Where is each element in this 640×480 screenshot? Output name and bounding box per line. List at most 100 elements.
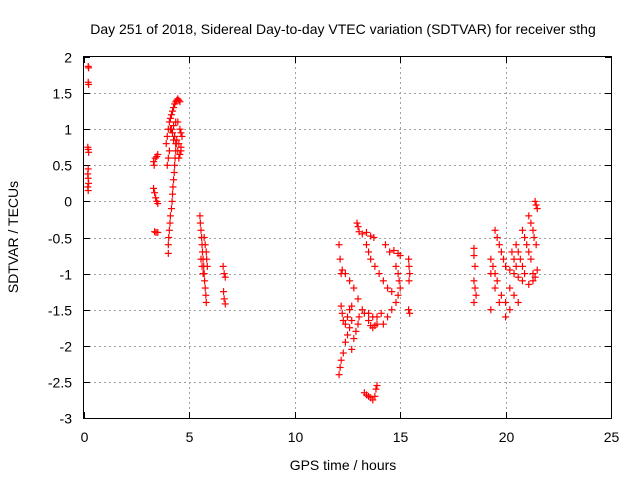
data-point	[170, 104, 178, 112]
data-point	[335, 371, 343, 379]
data-point	[220, 270, 228, 278]
data-point	[341, 270, 349, 278]
x-tick-label: 10	[288, 429, 304, 445]
data-point	[384, 313, 392, 321]
data-point	[502, 313, 510, 321]
data-point	[170, 122, 178, 130]
data-point	[405, 306, 413, 314]
data-point	[170, 169, 178, 177]
data-point	[379, 277, 387, 285]
data-point	[175, 154, 183, 162]
data-point	[388, 306, 396, 314]
data-point	[199, 270, 207, 278]
data-point	[531, 273, 539, 281]
data-point	[163, 161, 171, 169]
data-point	[375, 270, 383, 278]
data-point	[201, 277, 209, 285]
data-point	[533, 266, 541, 274]
data-point	[521, 234, 529, 241]
data-point	[405, 255, 413, 263]
data-point	[489, 262, 497, 270]
axis-ticks: 0 5 10 15 20 25 2 1.5 1 0.5 0 -0.5 -1 -1.5 -2 -2.5 -3	[48, 50, 620, 446]
data-point	[348, 317, 356, 325]
data-point	[523, 241, 531, 249]
chart-title: Day 251 of 2018, Sidereal Day-to-day VTE…	[90, 21, 596, 37]
data-point	[406, 270, 414, 278]
data-point	[405, 277, 413, 285]
data-point	[174, 147, 182, 155]
data-point	[506, 284, 514, 292]
data-point	[406, 309, 414, 317]
data-point	[84, 187, 92, 195]
data-point	[384, 284, 392, 292]
data-point	[512, 262, 520, 270]
data-point	[341, 320, 349, 328]
data-point	[396, 284, 404, 292]
data-point	[178, 132, 186, 140]
data-point	[487, 306, 495, 314]
data-point	[165, 147, 173, 155]
y-tick-label: -1	[60, 267, 73, 283]
data-point	[372, 385, 380, 393]
data-point	[497, 248, 505, 256]
data-point	[518, 262, 526, 270]
data-point	[529, 226, 537, 234]
data-point	[339, 349, 347, 357]
data-point	[338, 309, 346, 317]
data-point	[150, 158, 158, 166]
y-tick-label: 1.5	[53, 86, 73, 102]
data-point	[164, 154, 172, 162]
data-point	[388, 288, 396, 296]
data-point	[169, 107, 177, 115]
data-point	[202, 248, 210, 256]
data-point	[530, 234, 538, 241]
data-point	[532, 201, 540, 209]
data-point	[350, 284, 358, 292]
data-point	[377, 309, 385, 317]
data-point	[346, 277, 354, 285]
plot-area-frame	[83, 56, 612, 419]
data-point	[219, 262, 227, 270]
data-point	[151, 154, 159, 162]
data-point	[525, 248, 533, 256]
data-point	[176, 125, 184, 133]
data-point	[167, 111, 175, 119]
data-point	[341, 338, 349, 346]
data-point	[518, 277, 526, 285]
data-point	[167, 205, 175, 213]
y-tick-label: 0	[64, 194, 72, 210]
data-point	[491, 284, 499, 292]
data-point	[150, 184, 158, 192]
data-point	[497, 291, 505, 299]
data-point	[167, 125, 175, 133]
data-point	[365, 317, 373, 325]
data-point	[339, 317, 347, 325]
data-point	[512, 241, 520, 249]
data-point	[338, 266, 346, 274]
data-point	[177, 129, 185, 137]
data-point	[163, 132, 171, 140]
data-point	[471, 284, 479, 292]
data-point	[170, 136, 178, 144]
data-point	[405, 262, 413, 270]
data-point	[220, 288, 228, 296]
data-point	[151, 228, 159, 236]
data-point	[85, 80, 93, 88]
data-point	[493, 234, 501, 241]
y-tick-label: -2	[60, 339, 73, 355]
data-point	[172, 140, 180, 148]
data-point	[350, 335, 358, 343]
data-point	[354, 295, 362, 303]
data-point	[495, 298, 503, 306]
data-point	[348, 345, 356, 353]
data-point	[373, 313, 381, 321]
data-point	[154, 150, 162, 158]
data-point	[353, 219, 361, 227]
data-point	[348, 302, 356, 310]
data-point	[176, 98, 184, 106]
data-point	[365, 309, 373, 317]
data-point	[358, 230, 366, 238]
data-point	[527, 219, 535, 227]
data-point	[335, 241, 343, 249]
